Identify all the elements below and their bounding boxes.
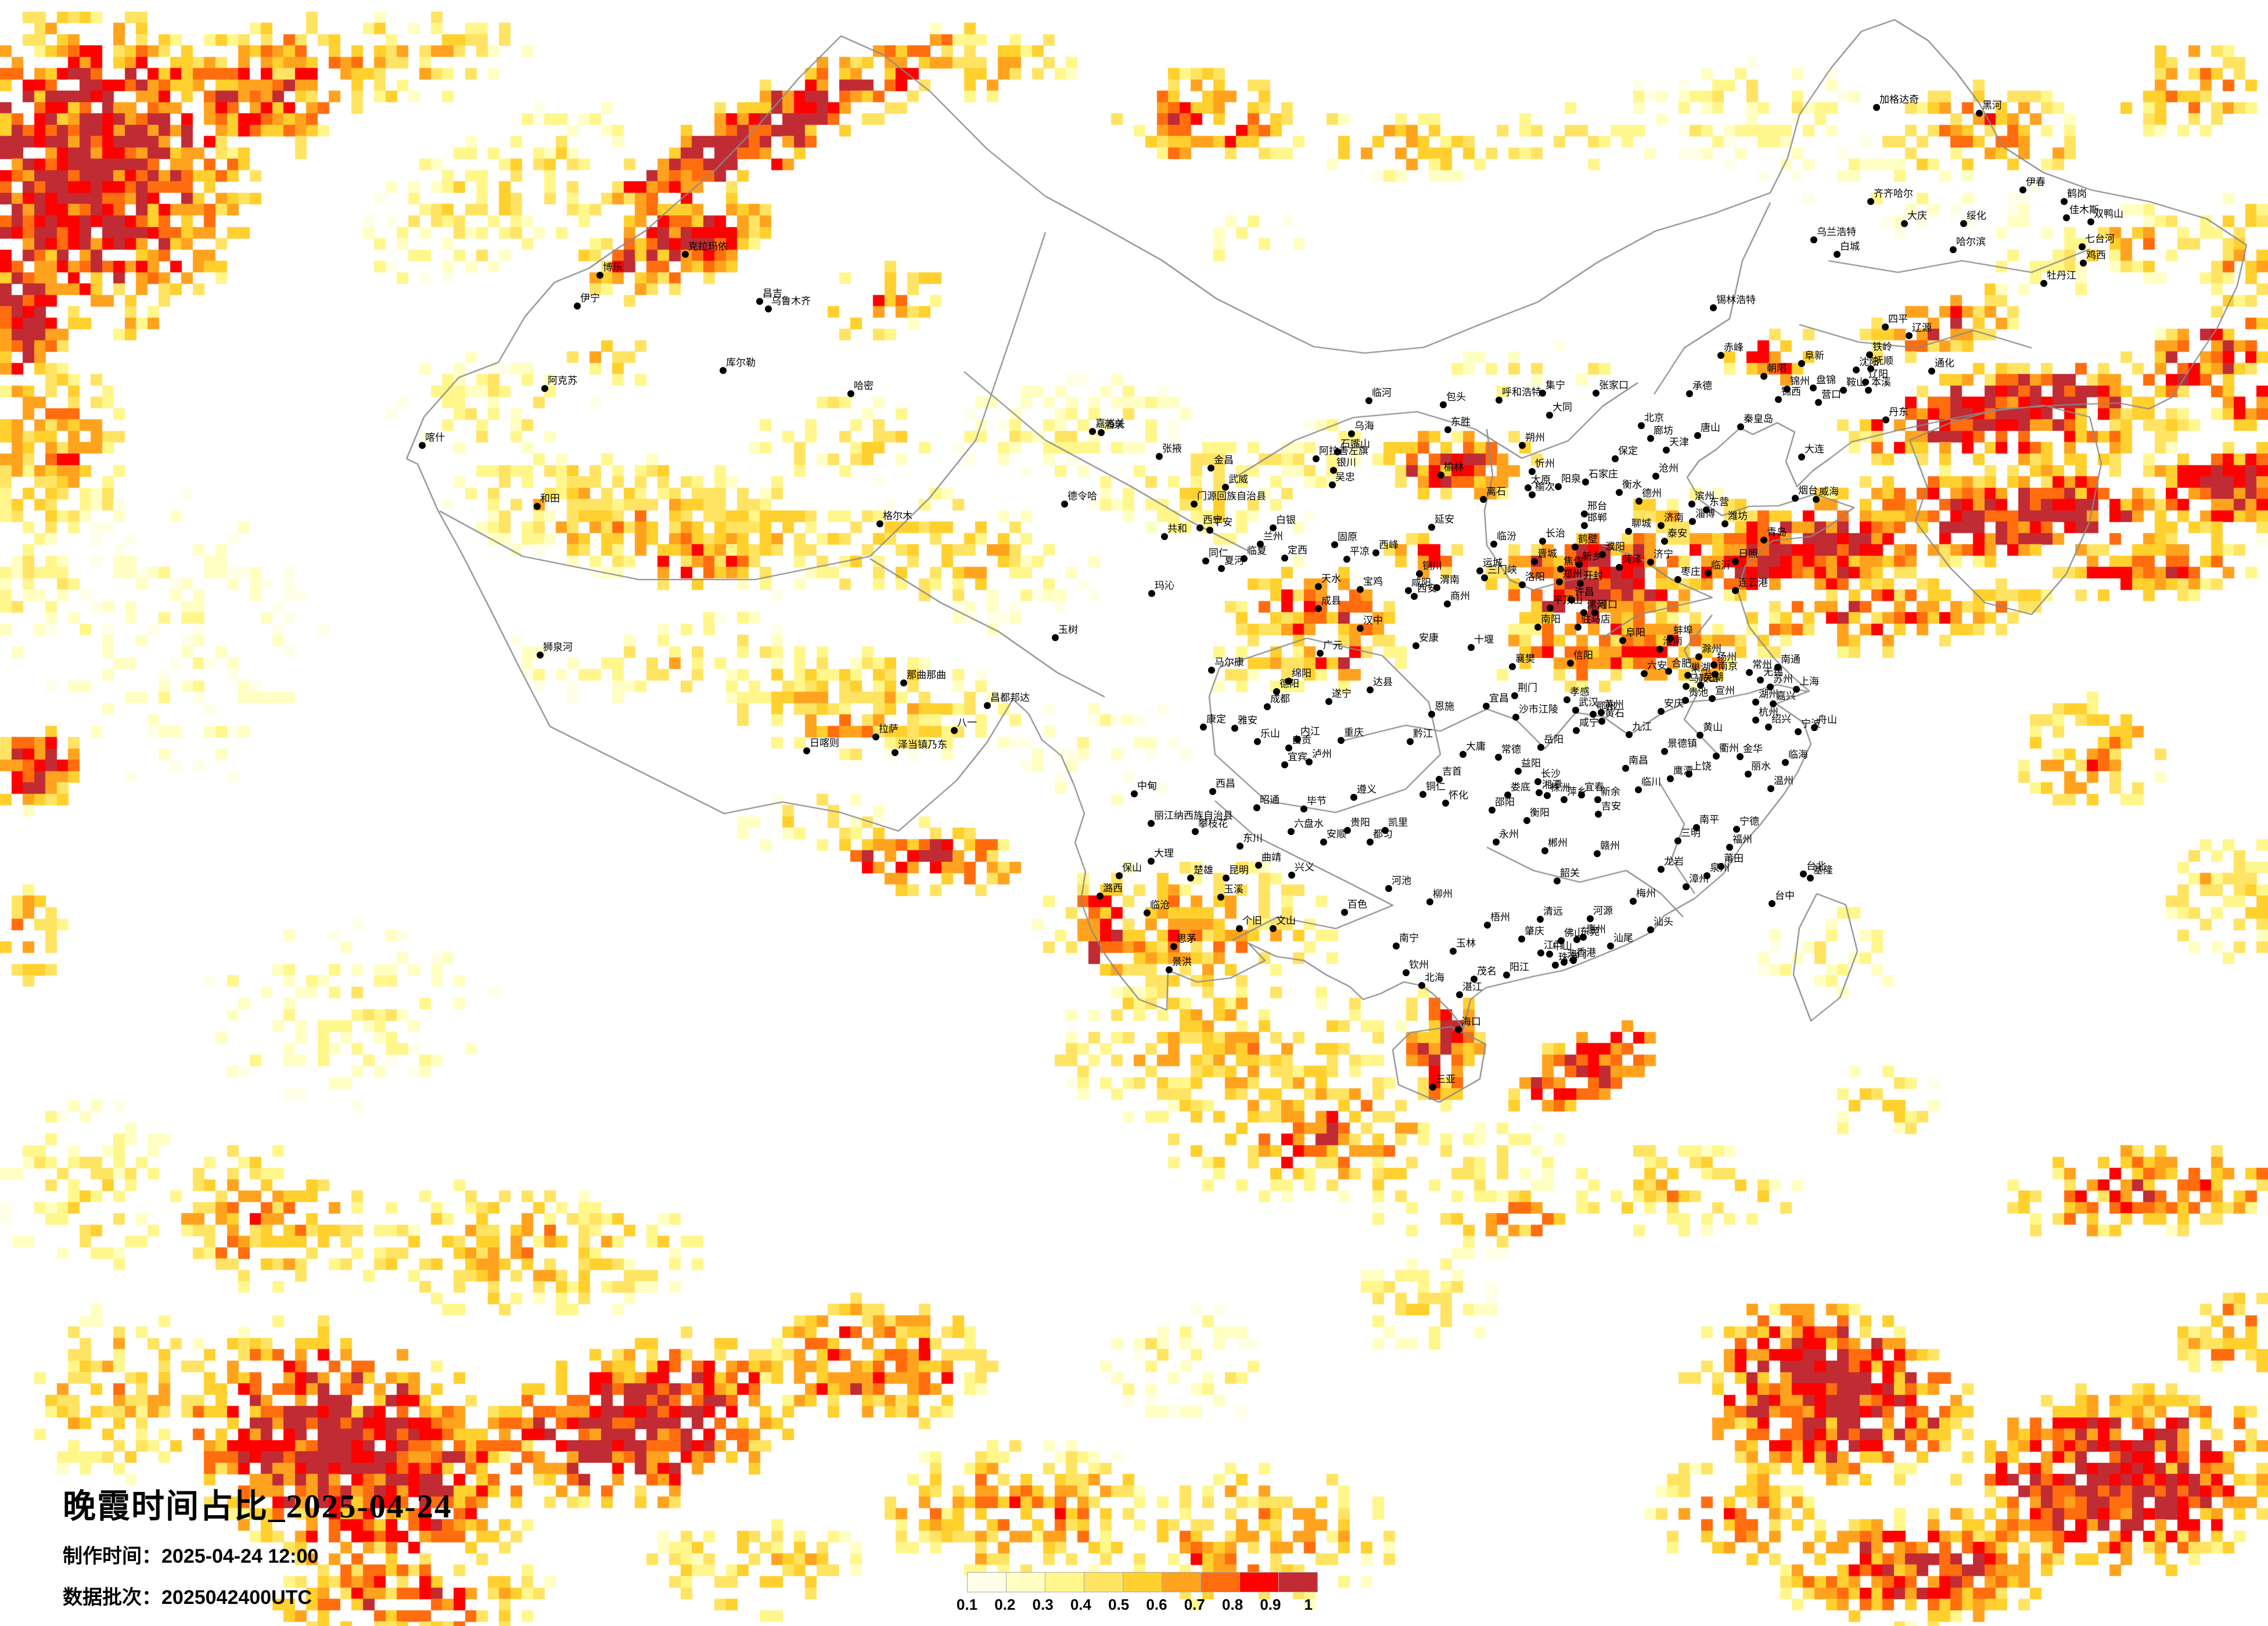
legend-color-box bbox=[1006, 1572, 1045, 1592]
legend-tick: 0.5 bbox=[1108, 1596, 1130, 1613]
legend-color-box bbox=[1084, 1572, 1123, 1592]
title-block: 晚霞时间占比_2025-04-24 制作时间：2025-04-24 12:00 … bbox=[63, 1480, 452, 1610]
legend-tick: 0.8 bbox=[1222, 1596, 1243, 1613]
legend-tick: 0.4 bbox=[1070, 1596, 1091, 1613]
legend-color-box bbox=[1239, 1572, 1279, 1592]
legend-tick-labels: 0.1 0.2 0.3 0.4 0.5 0.6 0.7 0.8 0.9 1 bbox=[957, 1596, 1317, 1613]
legend-tick: 1 bbox=[1304, 1596, 1313, 1613]
made-time-value: 2025-04-24 12:00 bbox=[161, 1545, 319, 1567]
made-time-row: 制作时间：2025-04-24 12:00 bbox=[63, 1540, 452, 1569]
legend-color-box bbox=[1123, 1572, 1162, 1592]
batch-label: 数据批次： bbox=[63, 1587, 161, 1609]
legend-color-box bbox=[1162, 1572, 1201, 1592]
legend-tick: 0.9 bbox=[1260, 1596, 1281, 1613]
legend-tick: 0.1 bbox=[956, 1596, 978, 1613]
legend-color-box bbox=[967, 1572, 1007, 1592]
legend-color-boxes bbox=[967, 1572, 1318, 1592]
legend-color-box bbox=[1045, 1572, 1084, 1592]
legend-tick: 0.3 bbox=[1032, 1596, 1054, 1613]
color-legend: 0.1 0.2 0.3 0.4 0.5 0.6 0.7 0.8 0.9 1 bbox=[957, 1572, 1318, 1613]
legend-tick: 0.6 bbox=[1146, 1596, 1167, 1613]
legend-color-box bbox=[1201, 1572, 1240, 1592]
batch-row: 数据批次：2025042400UTC bbox=[63, 1581, 452, 1610]
made-time-label: 制作时间： bbox=[63, 1546, 161, 1567]
legend-color-box bbox=[1278, 1572, 1318, 1592]
legend-tick: 0.2 bbox=[994, 1596, 1016, 1613]
page-title: 晚霞时间占比_2025-04-24 bbox=[63, 1488, 452, 1525]
batch-value: 2025042400UTC bbox=[161, 1587, 312, 1609]
legend-tick: 0.7 bbox=[1184, 1596, 1205, 1613]
